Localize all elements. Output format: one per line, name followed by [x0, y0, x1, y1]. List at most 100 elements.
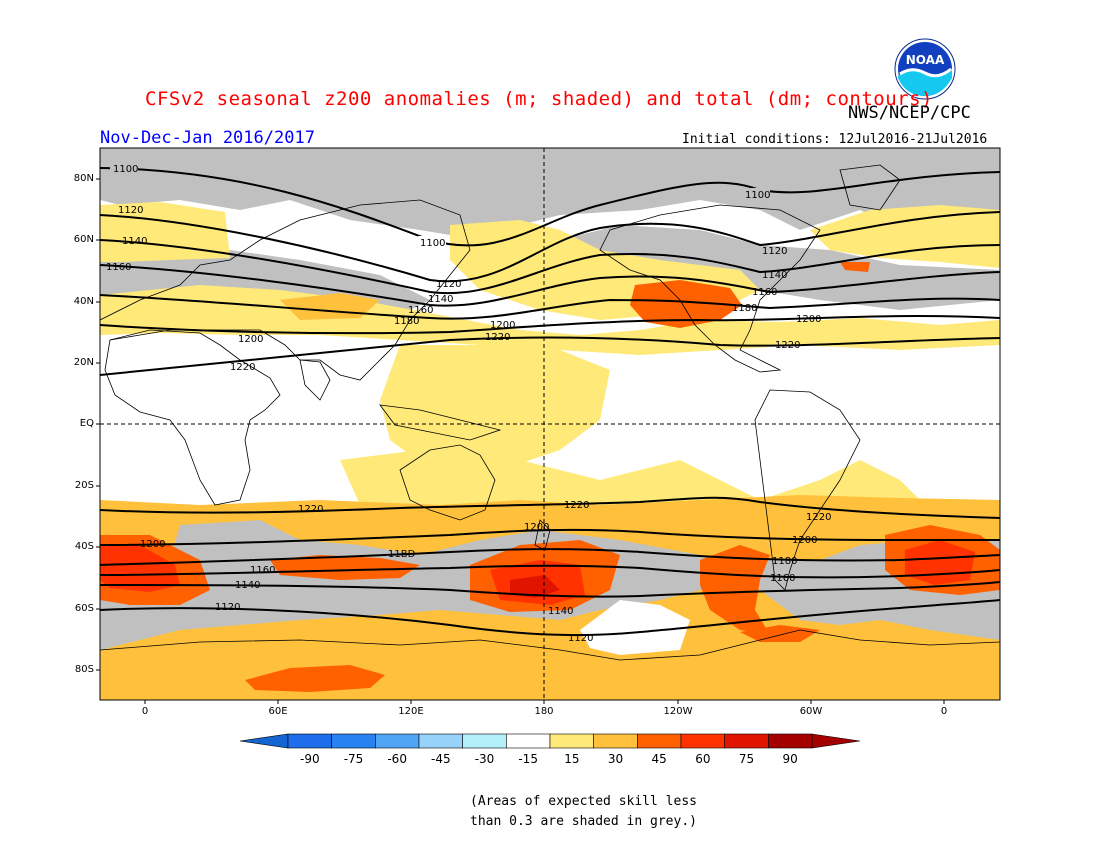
contour-label: 1100	[113, 164, 138, 175]
colorbar-label: 30	[607, 752, 624, 766]
contour-n-1100	[100, 167, 1000, 247]
colorbar-segment	[375, 733, 420, 749]
orange-shade-drake	[740, 625, 820, 642]
contour-label: 1120	[215, 602, 240, 613]
lat-tick-label: 60N	[73, 234, 94, 245]
contour-s-1220	[100, 496, 1000, 519]
contour-label: 1140	[235, 580, 260, 591]
south-america-coast	[754, 389, 861, 591]
contour-label: 1100	[745, 190, 770, 201]
india-coast	[299, 359, 331, 401]
australia-coast	[399, 444, 496, 521]
lat-tick-label: 40S	[74, 541, 94, 552]
contour-s-1140	[100, 581, 1000, 598]
forecast-period: Nov-Dec-Jan 2016/2017	[100, 128, 315, 148]
lon-tick-label: 0	[940, 706, 948, 717]
coastlines	[100, 164, 1000, 661]
noaa-logo-icon: NOAA	[894, 38, 956, 100]
noaa-logo-text: NOAA	[906, 53, 945, 67]
contour-label: 1160	[408, 305, 433, 316]
red-shade-south-atlantic-core	[100, 545, 180, 592]
darkred-shade-south-pacific-core	[510, 575, 560, 598]
height-contours	[100, 167, 1000, 637]
contour-label: 1220	[230, 362, 255, 373]
grey-shade-pacific	[560, 225, 1000, 310]
contour-label: 1140	[122, 236, 147, 247]
initial-conditions: Initial conditions: 12Jul2016-21Jul2016	[682, 132, 988, 147]
eurasia-coast	[100, 199, 471, 381]
skill-note-line: than 0.3 are shaded in grey.)	[470, 814, 697, 829]
contour-label: 1140	[762, 270, 787, 281]
colorbar-low-arrow	[239, 733, 289, 749]
colorbar-segment	[331, 733, 376, 749]
contour-label: 1120	[118, 205, 143, 216]
colorbar-segment	[462, 733, 507, 749]
contour-label: 1160	[770, 573, 795, 584]
lat-tick-label: 40N	[73, 296, 94, 307]
contour-label: 1220	[298, 504, 323, 515]
lat-tick-label: 20N	[73, 357, 94, 368]
contour-label: 1180	[732, 303, 757, 314]
yellow-shade-south-pacific	[340, 450, 920, 510]
colorbar-segment	[418, 733, 463, 749]
white-shade-south-pacific	[580, 600, 690, 655]
orange-shade-south-indian	[270, 555, 420, 580]
lon-tick-label: 120W	[663, 706, 693, 717]
contour-n-1200	[100, 315, 1000, 335]
contour-label: 1100	[420, 238, 445, 249]
lon-tick-label: 180	[534, 706, 554, 717]
orange-shade-antarctic	[245, 665, 385, 692]
skill-note: (Areas of expected skill less than 0.3 a…	[470, 792, 730, 832]
contour-n-1160	[100, 264, 1000, 307]
north-america-coast	[599, 204, 821, 373]
contour-n-1120	[100, 211, 1000, 283]
contour-s-1160	[100, 564, 1000, 579]
contour-label: 1200	[490, 320, 515, 331]
africa-coast	[104, 329, 281, 506]
contour-labels: 1100 1100 1100 1120 1120 1120 1140 1140 …	[106, 162, 831, 644]
orange-shade-southeast-pacific	[700, 545, 770, 635]
colorbar-segment	[724, 733, 769, 749]
yellow-shade-atlantic	[810, 205, 1000, 268]
colorbar-label: 15	[564, 752, 580, 766]
yellow-shade-tropical-pacific	[380, 345, 610, 470]
axis-ticks	[96, 178, 945, 704]
lat-tick-label: 80S	[74, 664, 94, 675]
colorbar	[239, 733, 861, 749]
colorbar-segment	[549, 733, 594, 749]
contour-label: 1220	[775, 340, 800, 351]
colorbar-segment	[680, 733, 725, 749]
contour-label: 1160	[250, 565, 275, 576]
lat-tick-label: 60S	[74, 603, 94, 614]
colorbar-label: 45	[651, 752, 667, 766]
contour-label: 1200	[524, 522, 549, 533]
contour-label: 1180	[772, 556, 797, 567]
contour-label: 1200	[792, 535, 817, 546]
colorbar-segment	[287, 733, 332, 749]
lat-tick-label: 20S	[74, 480, 94, 491]
contour-label: 1160	[752, 287, 777, 298]
orange-shade-n-atlantic	[840, 262, 870, 272]
contour-s-1120	[100, 599, 1000, 637]
contour-label: 1120	[568, 633, 593, 644]
colorbar-high-arrow	[811, 733, 861, 749]
colorbar-label: -90	[300, 752, 320, 766]
colorbar-label: -75	[343, 752, 364, 766]
lon-tick-label: 60E	[268, 706, 288, 717]
contour-label: 1140	[428, 294, 453, 305]
contour-label: 1200	[140, 539, 165, 550]
contour-n-1180	[100, 294, 1000, 320]
colorbar-label: 90	[782, 752, 798, 766]
colorbar-segment	[637, 733, 682, 749]
chart-title: CFSv2 seasonal z200 anomalies (m; shaded…	[145, 88, 933, 110]
contour-s-1180	[100, 548, 1000, 566]
lat-tick-label: 80N	[73, 173, 94, 184]
agency-label: NWS/NCEP/CPC	[848, 103, 971, 123]
lon-tick-label: 0	[141, 706, 149, 717]
contour-label: 11BD	[388, 549, 416, 560]
contour-label: 1120	[762, 246, 787, 257]
lon-tick-label: 120E	[398, 706, 424, 717]
skill-note-line: (Areas of expected skill less	[470, 794, 697, 809]
lon-tick-label: 60W	[799, 706, 823, 717]
colorbar-segment	[593, 733, 638, 749]
